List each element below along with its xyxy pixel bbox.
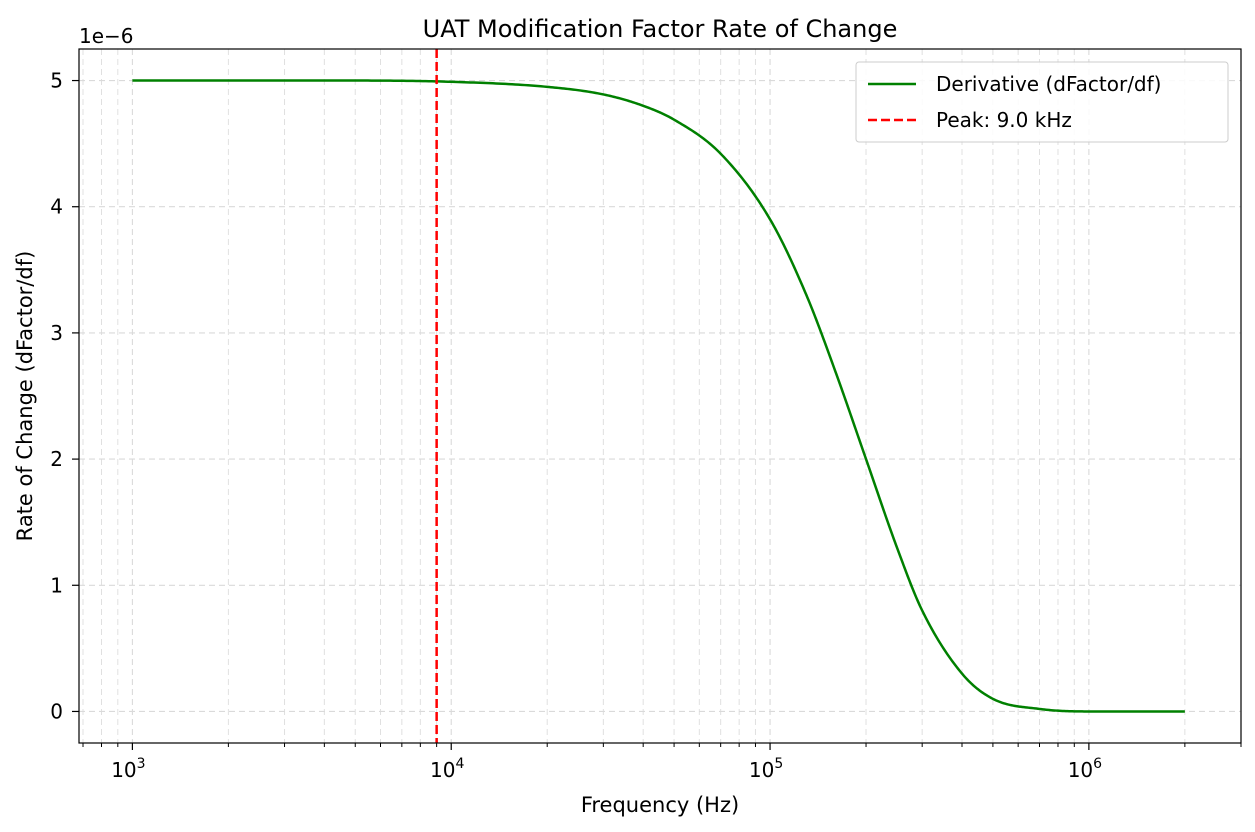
x-tick-label-exponent: 6 xyxy=(1093,756,1102,772)
x-tick-label-base: 10 xyxy=(749,758,774,782)
y-axis-ticks: 0 1 2 3 4 5 xyxy=(50,69,79,723)
grid xyxy=(79,49,1242,743)
x-tick-label-exponent: 4 xyxy=(455,756,464,772)
plot-frame xyxy=(78,48,1242,744)
y-axis-label: Rate of Change (dFactor/df) xyxy=(13,251,37,542)
derivative-series-line xyxy=(132,79,1185,713)
x-tick-label: 105 xyxy=(749,756,783,782)
x-tick-label-exponent: 5 xyxy=(774,756,783,772)
x-axis-label: Frequency (Hz) xyxy=(581,793,739,817)
y-tick-label: 2 xyxy=(50,447,63,471)
legend-label-derivative: Derivative (dFactor/df) xyxy=(936,72,1161,96)
x-tick-label-exponent: 3 xyxy=(137,756,146,772)
y-tick-label: 5 xyxy=(50,69,63,93)
series-layer xyxy=(132,49,1185,743)
y-tick-label: 0 xyxy=(50,699,63,723)
x-tick-label: 104 xyxy=(430,756,464,782)
y-tick-label: 1 xyxy=(50,573,63,597)
y-offset-label: 1e−6 xyxy=(79,24,134,48)
x-axis-ticks: 103 104 105 106 xyxy=(111,743,1102,782)
y-tick-label: 4 xyxy=(50,195,63,219)
x-minor-ticks xyxy=(82,743,1242,747)
x-tick-label-base: 10 xyxy=(430,758,455,782)
legend-label-peak: Peak: 9.0 kHz xyxy=(936,108,1072,132)
x-tick-label-base: 10 xyxy=(111,758,136,782)
x-tick-label: 103 xyxy=(111,756,145,782)
x-tick-label: 106 xyxy=(1068,756,1102,782)
y-tick-label: 3 xyxy=(50,321,63,345)
x-tick-label-base: 10 xyxy=(1068,758,1093,782)
legend-box xyxy=(855,61,1229,143)
legend: Derivative (dFactor/df) Peak: 9.0 kHz xyxy=(855,61,1229,143)
chart-title: UAT Modification Factor Rate of Change xyxy=(423,15,898,43)
